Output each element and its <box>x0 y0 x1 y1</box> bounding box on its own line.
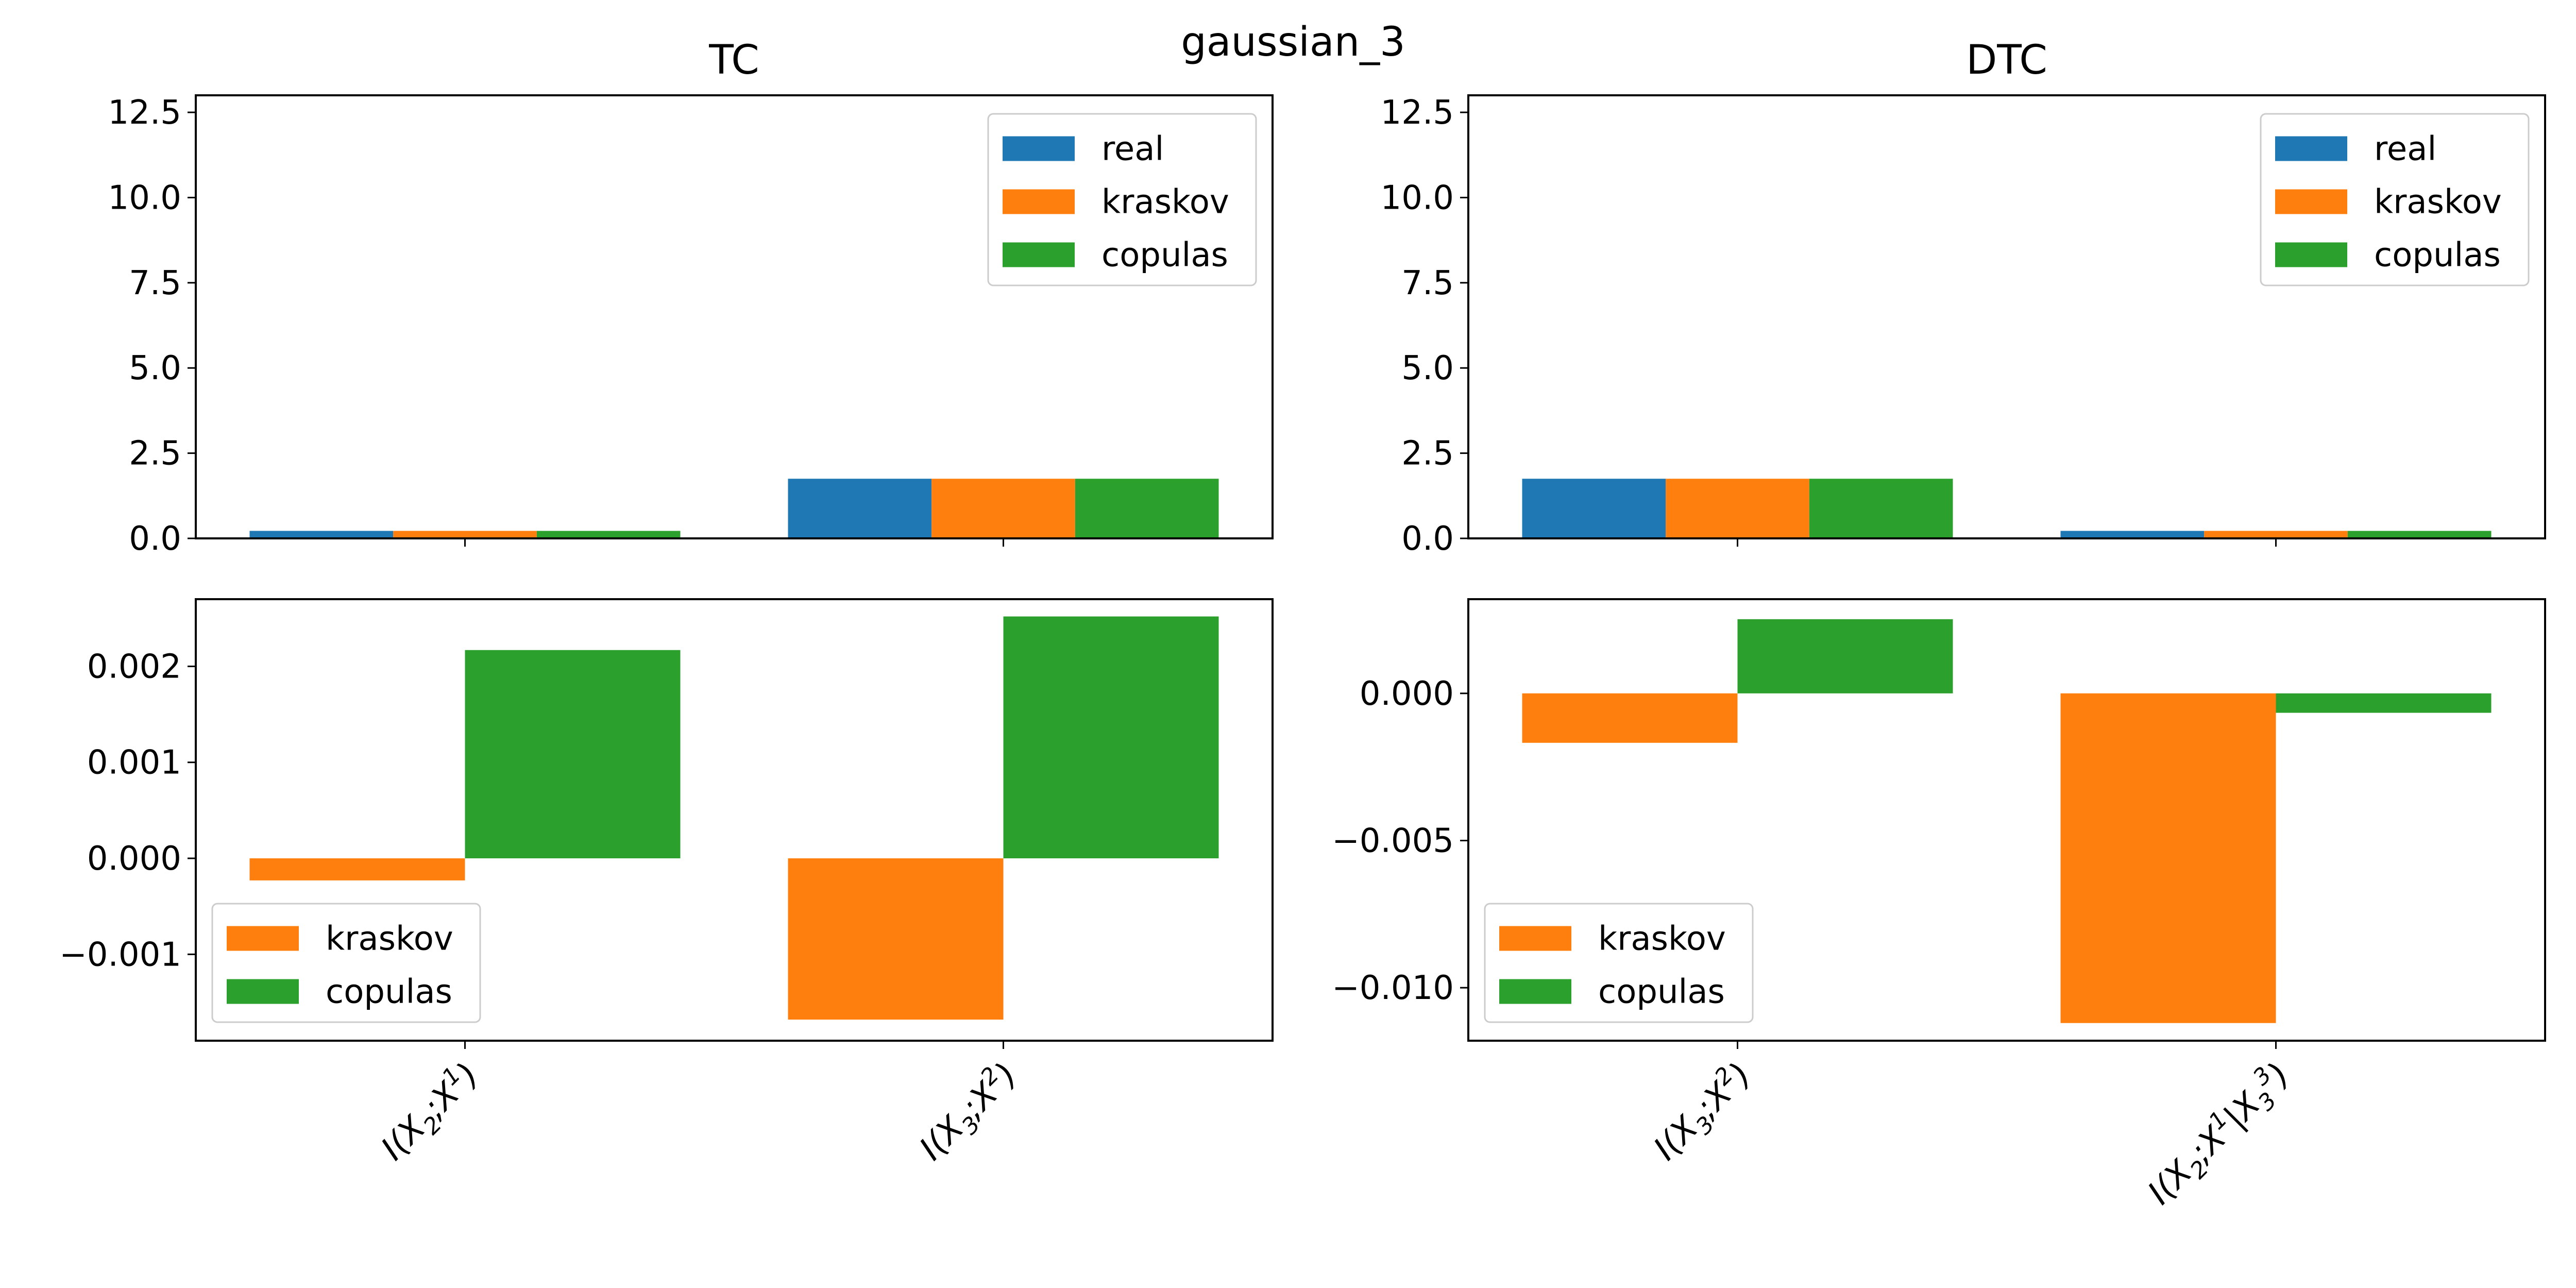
y-tick-label: 5.0 <box>1401 349 1454 387</box>
y-tick-label: −0.005 <box>1332 822 1454 860</box>
legend-swatch-real <box>1003 136 1075 161</box>
chart-panel-dtc-top: 0.0 2.5 5.0 7.5 10.0 12.5 DTC real kraskov copula… <box>1381 37 2546 558</box>
y-tick-label: −0.010 <box>1332 969 1454 1007</box>
y-tick-label: −0.001 <box>59 936 181 974</box>
legend-swatch-real <box>2275 136 2347 161</box>
bar-kraskov-i-x-3-x-2 <box>788 858 1004 1020</box>
bar-copulas-i-x-3-x-2 <box>1737 619 1953 693</box>
y-tick-label: 0.000 <box>1360 675 1454 713</box>
bar-copulas-i-x-2-x-1 <box>536 531 681 538</box>
legend-label-copulas: copulas <box>2374 236 2501 275</box>
y-tick-label: 2.5 <box>129 435 181 473</box>
bar-real-i-x-2-x-1 <box>249 531 394 538</box>
y-tick-label: 2.5 <box>1401 435 1454 473</box>
chart-title-dtc-top: DTC <box>1966 37 2047 83</box>
legend: real kraskov copulas <box>2260 113 2530 286</box>
bar-real-i-x-3-x-2 <box>1522 479 1666 538</box>
legend-swatch-copulas <box>1499 979 1571 1004</box>
y-tick-label: 7.5 <box>1401 264 1454 302</box>
legend-swatch-copulas <box>2275 242 2347 267</box>
legend: kraskov copulas <box>1484 903 1754 1023</box>
legend-swatch-kraskov <box>1499 926 1571 951</box>
y-tick-label: 0.0 <box>1401 520 1454 558</box>
bar-copulas-i-x-3-x-2 <box>1075 479 1219 538</box>
figure-suptitle: gaussian_3 <box>1181 19 1405 65</box>
chart-panels: 0.0 2.5 5.0 7.5 10.0 12.5 TC real kraskov copulas… <box>59 37 2546 1212</box>
y-tick-label: 10.0 <box>108 179 182 217</box>
y-tick-label: 0.0 <box>129 520 181 558</box>
bar-kraskov-i-x-3-x-2 <box>1666 479 1809 538</box>
bar-copulas-i-x-2-x-1-x-3-3 <box>2347 531 2492 538</box>
axes-frame <box>195 598 1274 1042</box>
bar-kraskov-i-x-3-x-2 <box>931 479 1075 538</box>
bar-copulas-i-x-2-x-1-x-3-3 <box>2276 693 2492 713</box>
bar-kraskov-i-x-2-x-1 <box>249 858 465 880</box>
axes-frame <box>1467 94 2546 539</box>
chart-panel-tc-bottom: −0.0010.0000.0010.002I(X2;X1)I(X3;X2)kra… <box>59 598 1274 1168</box>
bar-kraskov-i-x-2-x-1 <box>393 531 537 538</box>
legend-label-copulas: copulas <box>326 973 452 1011</box>
y-tick-label: 12.5 <box>1381 94 1454 132</box>
bar-kraskov-i-x-2-x-1-x-3-3 <box>2204 531 2348 538</box>
legend-swatch-kraskov <box>1003 189 1075 214</box>
chart-title-tc-top: TC <box>708 37 759 83</box>
axes-frame <box>195 94 1274 539</box>
legend-swatch-kraskov <box>227 926 299 951</box>
bar-kraskov-i-x-2-x-1-x-3-3 <box>2060 693 2276 1023</box>
y-tick-label: 0.000 <box>87 840 181 878</box>
legend: real kraskov copulas <box>987 113 1257 286</box>
bar-real-i-x-3-x-2 <box>788 479 932 538</box>
axes-frame <box>1467 598 2546 1042</box>
bar-copulas-i-x-2-x-1 <box>465 650 681 859</box>
legend-label-real: real <box>2374 130 2436 168</box>
bar-kraskov-i-x-3-x-2 <box>1522 693 1738 743</box>
legend-label-copulas: copulas <box>1101 236 1228 275</box>
legend-label-copulas: copulas <box>1598 973 1725 1011</box>
legend-label-kraskov: kraskov <box>2374 183 2502 222</box>
y-tick-label: 5.0 <box>129 349 181 387</box>
y-tick-label: 7.5 <box>129 264 181 302</box>
y-tick-label: 12.5 <box>108 94 182 132</box>
bar-copulas-i-x-3-x-2 <box>1809 479 1953 538</box>
y-tick-label: 0.001 <box>87 744 181 782</box>
legend-label-kraskov: kraskov <box>326 920 453 958</box>
y-tick-label: 10.0 <box>1381 179 1454 217</box>
legend-swatch-kraskov <box>2275 189 2347 214</box>
legend-label-kraskov: kraskov <box>1101 183 1229 222</box>
legend-label-real: real <box>1101 130 1164 168</box>
legend-label-kraskov: kraskov <box>1598 920 1726 958</box>
bar-real-i-x-2-x-1-x-3-3 <box>2060 531 2205 538</box>
y-tick-label: 0.002 <box>87 648 181 686</box>
chart-panel-tc-top: 0.0 2.5 5.0 7.5 10.0 12.5 TC real kraskov copulas <box>108 37 1274 558</box>
legend: kraskov copulas <box>211 903 481 1023</box>
legend-swatch-copulas <box>227 979 299 1004</box>
legend-swatch-copulas <box>1003 242 1075 267</box>
bar-copulas-i-x-3-x-2 <box>1003 616 1219 859</box>
